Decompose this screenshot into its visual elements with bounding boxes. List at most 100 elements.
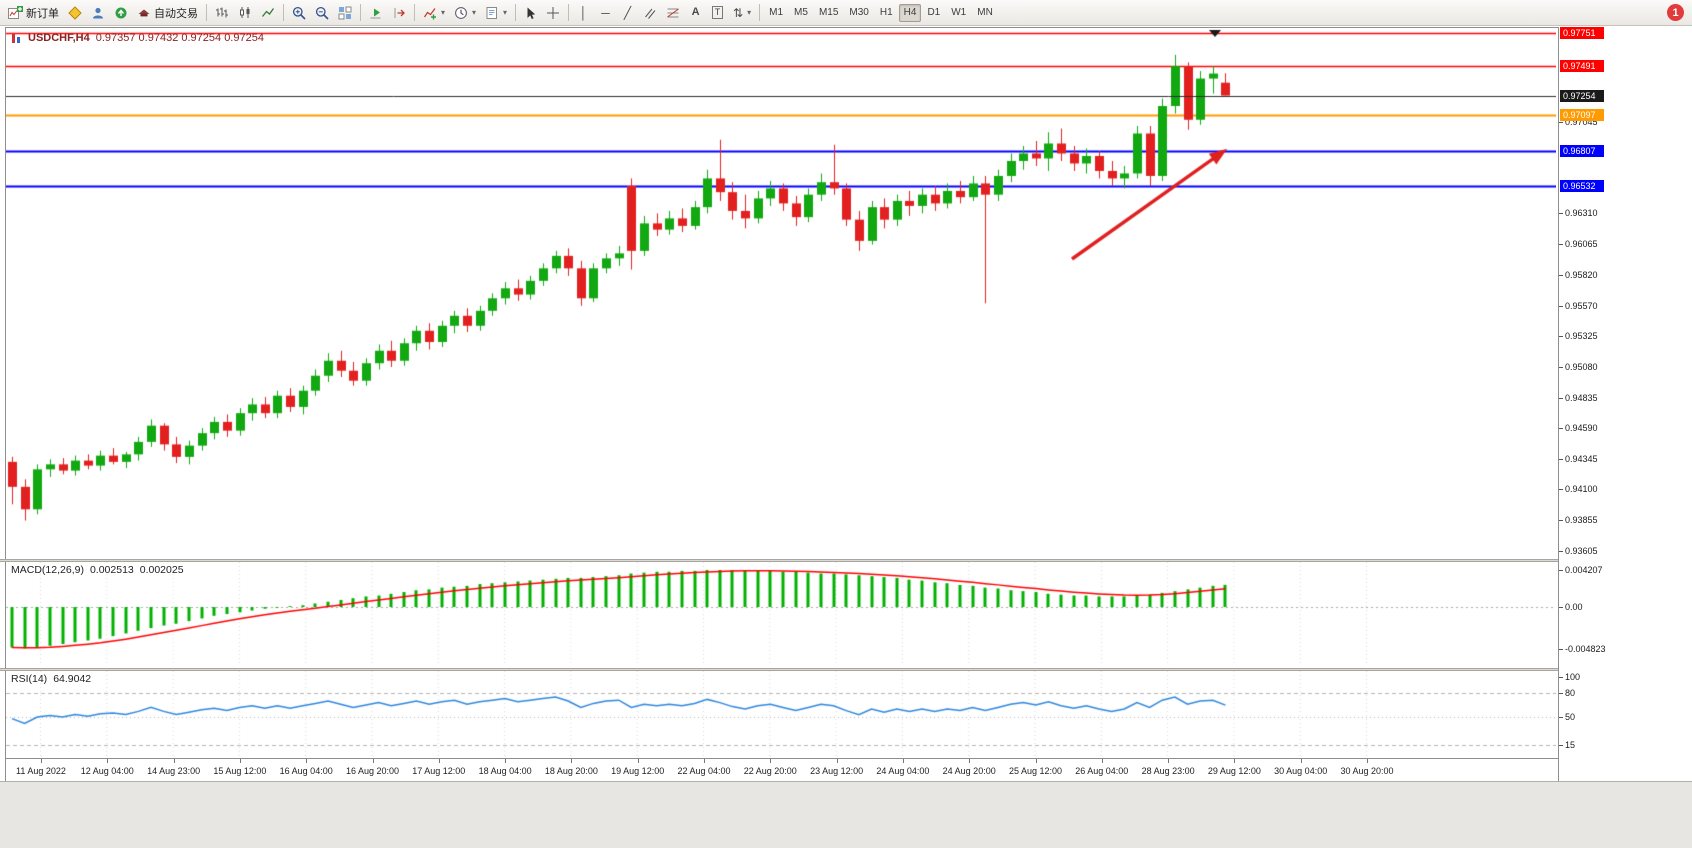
time-label: 30 Aug 04:00 <box>1274 766 1328 776</box>
time-label: 22 Aug 20:00 <box>743 766 797 776</box>
panel-separator[interactable] <box>0 668 1692 671</box>
panel-separator[interactable] <box>0 559 1692 562</box>
indicators-button[interactable]: ▾ <box>419 3 449 23</box>
mql-editor-icon <box>68 5 82 20</box>
timeframe-m5[interactable]: M5 <box>794 7 808 18</box>
timeframe-w1[interactable]: W1 <box>951 7 967 18</box>
chart-ohlc-values: 0.97357 0.97432 0.97254 0.97254 <box>95 32 264 44</box>
macd-panel[interactable]: MACD(12,26,9) 0.002513 0.002025 <box>5 562 1558 668</box>
chart-title: USDCHF,H4 <box>28 32 90 44</box>
auto-trading-button[interactable]: 自动交易 <box>133 3 202 23</box>
refresh-button[interactable] <box>110 3 132 23</box>
macd-canvas[interactable] <box>6 562 1556 666</box>
timeframe-d1[interactable]: D1 <box>927 7 941 18</box>
time-tick <box>637 759 639 763</box>
time-axis[interactable]: 11 Aug 2022 12 Aug 04:00 14 Aug 23:00 15 Au… <box>5 758 1558 781</box>
main-chart-panel[interactable]: USDCHF,H4 0.97357 0.97432 0.97254 0.9725… <box>5 27 1558 559</box>
candlestick-chart-button[interactable] <box>234 3 256 23</box>
chevron-down-icon: ▾ <box>441 8 446 17</box>
time-tick <box>1367 759 1368 763</box>
timeframe-m30[interactable]: M30 <box>849 7 869 18</box>
axis-tick <box>1559 489 1563 491</box>
price-tick-label: 0.95080 <box>1565 361 1598 372</box>
toolbar-separator <box>283 4 284 21</box>
time-label: 12 Aug 04:00 <box>80 766 134 776</box>
axis-tick <box>1559 274 1563 276</box>
line-chart-button[interactable] <box>257 3 279 23</box>
macd-label: MACD(12,26,9) <box>11 564 84 576</box>
vertical-line-icon[interactable]: │ <box>579 5 588 20</box>
profile-button[interactable] <box>87 3 109 23</box>
chart-header: USDCHF,H4 0.97357 0.97432 0.97254 0.9725… <box>11 32 264 44</box>
text-icon[interactable]: A <box>691 6 700 18</box>
timeframe-mn[interactable]: MN <box>977 7 993 18</box>
time-tick <box>836 759 838 763</box>
rsi-scale-label: 100 <box>1565 672 1581 682</box>
timeframe-h4[interactable]: H4 <box>898 3 922 22</box>
tile-windows-button[interactable] <box>334 3 356 23</box>
notification-badge[interactable]: 1 <box>1667 4 1684 21</box>
chevron-down-icon: ▾ <box>503 8 508 17</box>
horizontal-line-icon[interactable]: ─ <box>601 5 610 20</box>
rsi-label: RSI(14) <box>11 673 48 685</box>
bottom-strip <box>0 781 1692 848</box>
macd-scale-label: 0.00 <box>1565 602 1583 612</box>
price-level-chip: 0.97097 <box>1560 109 1604 122</box>
price-chart-canvas[interactable] <box>6 28 1556 558</box>
price-tick-label: 0.97045 <box>1565 116 1598 127</box>
rsi-canvas[interactable] <box>6 671 1556 756</box>
time-tick <box>438 759 440 763</box>
zoom-in-icon <box>292 6 306 20</box>
arrows-button[interactable]: ⇅ ▾ <box>729 3 755 23</box>
timeframe-group: M1 M5 M15 M30 H1 H4 D1 W1 MN <box>764 3 998 22</box>
fibonacci-icon <box>667 8 679 17</box>
time-tick <box>107 759 109 763</box>
template-icon <box>486 6 498 19</box>
time-tick <box>1168 759 1170 763</box>
zoom-out-icon <box>315 6 329 20</box>
zoom-in-button[interactable] <box>288 3 310 23</box>
timeframe-h1[interactable]: H1 <box>879 7 893 18</box>
chart-shift-button[interactable] <box>388 3 410 23</box>
time-label: 23 Aug 12:00 <box>810 766 864 776</box>
arrows-icon: ⇅ <box>733 5 744 20</box>
time-label: 25 Aug 12:00 <box>1008 766 1063 776</box>
periods-button[interactable]: ▾ <box>450 3 480 23</box>
toolbar-separator <box>360 4 361 21</box>
time-label: 26 Aug 04:00 <box>1075 766 1129 776</box>
fibonacci-button[interactable] <box>662 3 684 23</box>
zoom-out-button[interactable] <box>311 3 333 23</box>
trendline-icon[interactable]: ╱ <box>623 5 632 20</box>
chart-shift-icon <box>394 7 405 18</box>
time-label: 14 Aug 23:00 <box>147 766 201 776</box>
periods-icon <box>455 6 467 19</box>
template-button[interactable]: ▾ <box>481 3 511 23</box>
axis-tick <box>1559 305 1563 307</box>
time-tick <box>306 759 308 763</box>
auto-scroll-button[interactable] <box>365 3 387 23</box>
macd-scale-label: 0.004207 <box>1565 564 1603 575</box>
cursor-icon <box>527 7 536 19</box>
auto-scroll-icon <box>370 8 381 18</box>
new-order-button[interactable]: 新订单 <box>4 3 63 23</box>
mql-editor-button[interactable] <box>64 3 86 23</box>
rsi-panel[interactable]: RSI(14) 64.9042 <box>5 671 1558 758</box>
time-tick <box>770 759 772 763</box>
crosshair-button[interactable] <box>542 3 564 23</box>
axis-tick <box>1559 397 1563 399</box>
text-label-icon[interactable]: T <box>711 6 724 19</box>
cursor-button[interactable] <box>520 3 541 23</box>
timeframe-m1[interactable]: M1 <box>769 7 784 18</box>
line-chart-icon <box>261 8 275 17</box>
price-tick-label: 0.96065 <box>1565 238 1598 249</box>
time-label: 29 Aug 12:00 <box>1207 766 1261 776</box>
price-tick-label: 0.94835 <box>1565 392 1598 403</box>
bar-chart-button[interactable] <box>211 3 233 23</box>
time-tick <box>1035 759 1037 763</box>
timeframe-m15[interactable]: M15 <box>818 7 839 18</box>
rsi-scale-label: 80 <box>1565 688 1576 698</box>
rsi-header: RSI(14) 64.9042 <box>11 673 91 685</box>
channel-button[interactable] <box>639 3 661 23</box>
price-axis[interactable]: 0.97045 0.96310 0.96065 0.95820 0.95570 0.953… <box>1558 27 1692 781</box>
toolbar-separator <box>759 4 761 21</box>
